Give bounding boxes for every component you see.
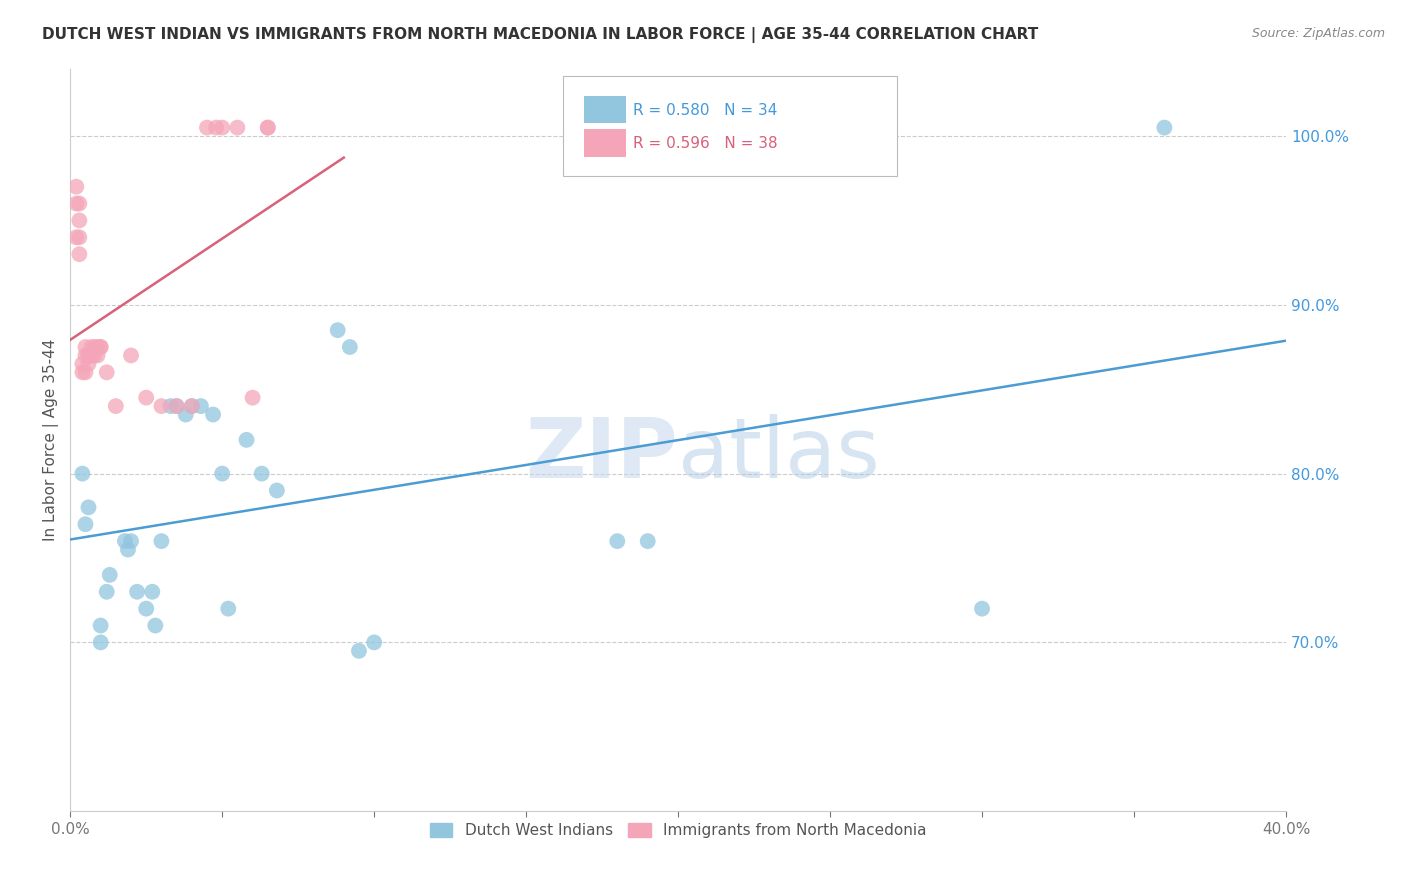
Point <box>211 120 233 135</box>
Point <box>250 467 273 481</box>
Point <box>104 399 127 413</box>
Point <box>180 399 202 413</box>
Point <box>65 179 87 194</box>
Point <box>77 500 100 515</box>
Point <box>80 348 103 362</box>
Point <box>117 542 139 557</box>
Point <box>150 399 173 413</box>
Point <box>135 601 157 615</box>
Point <box>67 196 90 211</box>
Point <box>235 433 257 447</box>
Point <box>65 230 87 244</box>
Point <box>205 120 228 135</box>
Point <box>120 348 142 362</box>
Point <box>96 584 118 599</box>
Point <box>256 120 278 135</box>
Point <box>150 534 173 549</box>
Point <box>180 399 202 413</box>
Point <box>114 534 136 549</box>
Point <box>90 340 112 354</box>
Point <box>190 399 212 413</box>
Point <box>90 340 112 354</box>
FancyBboxPatch shape <box>585 96 626 123</box>
Point <box>141 584 163 599</box>
Y-axis label: In Labor Force | Age 35-44: In Labor Force | Age 35-44 <box>44 339 59 541</box>
Point <box>242 391 264 405</box>
Point <box>86 348 108 362</box>
Point <box>67 230 90 244</box>
Point <box>77 348 100 362</box>
Point <box>339 340 361 354</box>
Point <box>77 357 100 371</box>
Point <box>80 348 103 362</box>
Point <box>266 483 288 498</box>
Point <box>195 120 218 135</box>
Point <box>67 247 90 261</box>
Point <box>83 340 105 354</box>
FancyBboxPatch shape <box>562 76 897 177</box>
Point <box>75 517 97 532</box>
Text: DUTCH WEST INDIAN VS IMMIGRANTS FROM NORTH MACEDONIA IN LABOR FORCE | AGE 35-44 : DUTCH WEST INDIAN VS IMMIGRANTS FROM NOR… <box>42 27 1039 43</box>
Point <box>166 399 188 413</box>
Point <box>174 408 197 422</box>
Point <box>72 467 94 481</box>
Point <box>98 567 121 582</box>
Point <box>326 323 349 337</box>
Text: atlas: atlas <box>678 414 880 495</box>
Point <box>77 348 100 362</box>
Point <box>127 584 149 599</box>
Point <box>90 635 112 649</box>
Point <box>202 408 225 422</box>
Point <box>72 357 94 371</box>
Text: R = 0.596   N = 38: R = 0.596 N = 38 <box>633 136 778 151</box>
Point <box>1153 120 1175 135</box>
Point <box>65 196 87 211</box>
Point <box>90 618 112 632</box>
Point <box>166 399 188 413</box>
Point <box>217 601 239 615</box>
Point <box>143 618 166 632</box>
Point <box>80 340 103 354</box>
Text: Source: ZipAtlas.com: Source: ZipAtlas.com <box>1251 27 1385 40</box>
Point <box>75 348 97 362</box>
Point <box>75 340 97 354</box>
Point <box>83 348 105 362</box>
Point <box>970 601 993 615</box>
Point <box>211 467 233 481</box>
Point <box>226 120 249 135</box>
Point <box>86 340 108 354</box>
Point <box>606 534 628 549</box>
Point <box>72 365 94 379</box>
Point <box>159 399 181 413</box>
Point <box>256 120 278 135</box>
Point <box>96 365 118 379</box>
Point <box>347 644 370 658</box>
Point <box>135 391 157 405</box>
Point <box>67 213 90 227</box>
FancyBboxPatch shape <box>585 129 626 157</box>
Text: ZIP: ZIP <box>526 414 678 495</box>
Point <box>120 534 142 549</box>
Text: R = 0.580   N = 34: R = 0.580 N = 34 <box>633 103 778 118</box>
Point <box>75 365 97 379</box>
Point <box>363 635 385 649</box>
Point <box>637 534 659 549</box>
Legend: Dutch West Indians, Immigrants from North Macedonia: Dutch West Indians, Immigrants from Nort… <box>423 817 932 845</box>
